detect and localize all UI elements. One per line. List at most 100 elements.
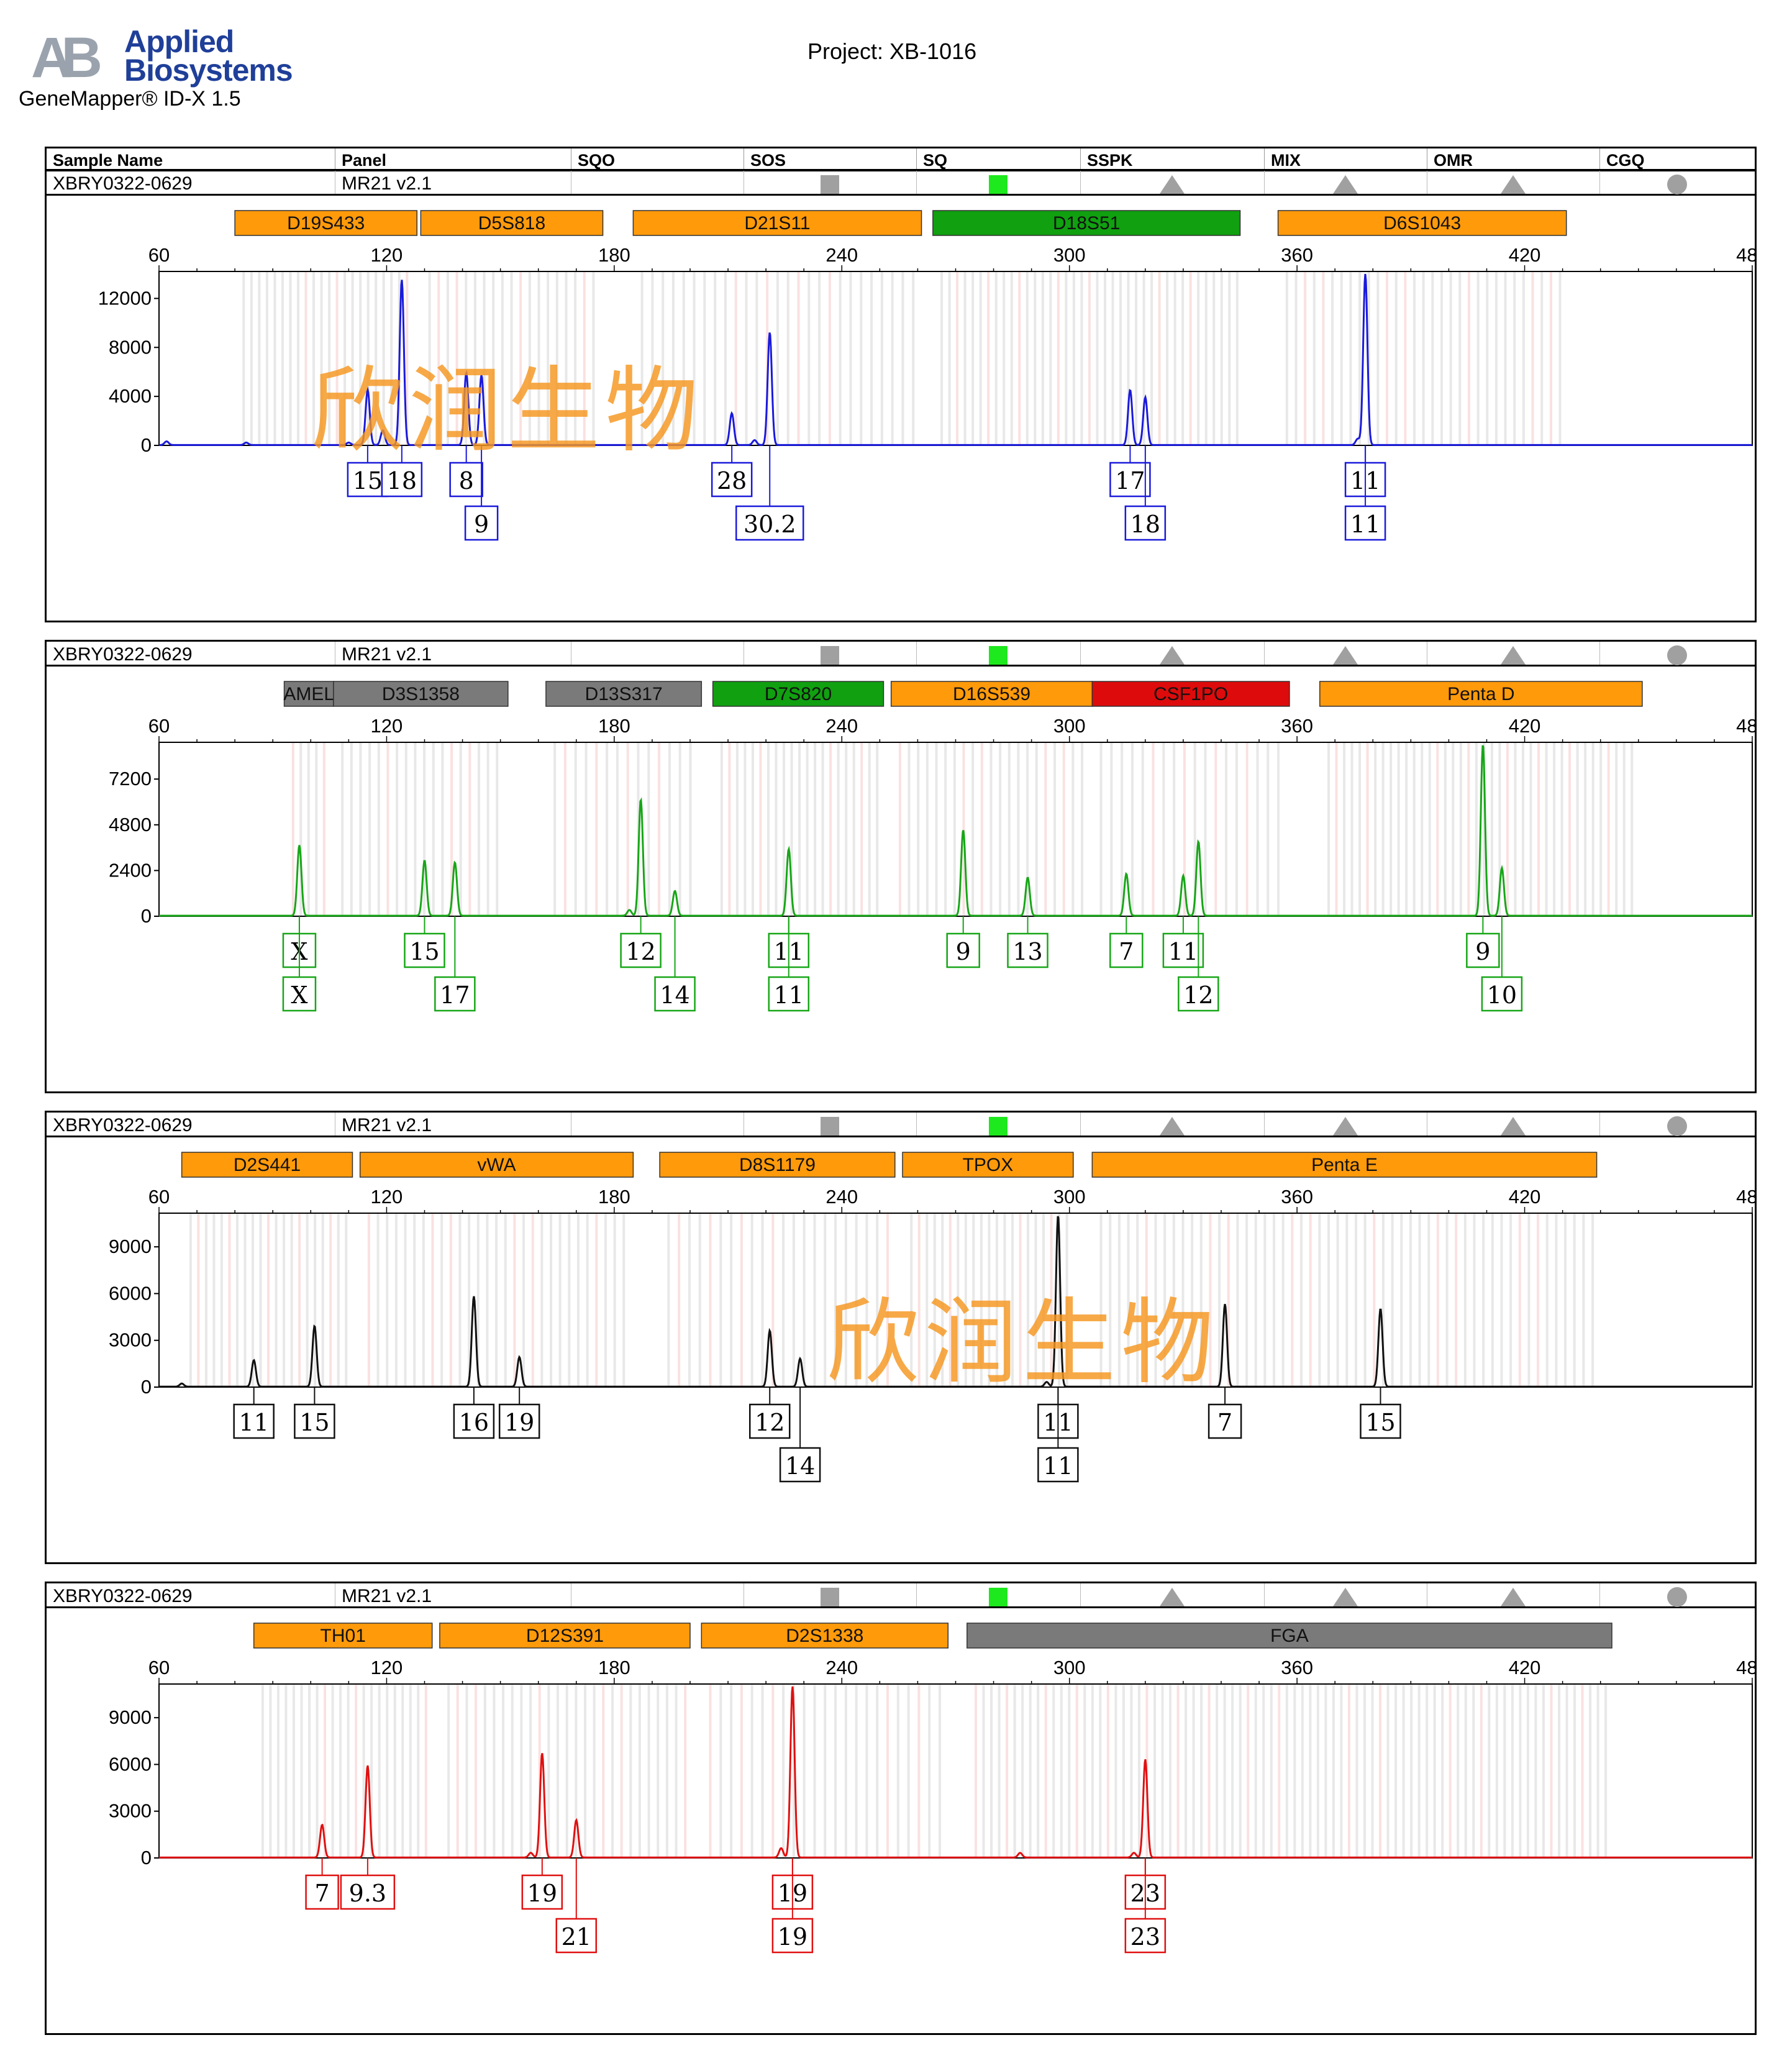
marker-d21s11[interactable]: D21S11 [632,210,922,236]
allele-call-box[interactable]: 8 [449,445,483,498]
allele-call-box[interactable]: 15 [1360,1387,1401,1439]
mix-flag-icon [1333,175,1358,194]
allele-call-box[interactable]: 21 [555,1858,598,1954]
allele-call-box[interactable]: 15 [404,916,445,968]
allele-call-box[interactable]: 12 [620,916,662,968]
allele-call-box[interactable]: 13 [1007,916,1048,968]
x-tick-label: 300 [1053,1186,1086,1208]
allele-call-box[interactable]: 7 [305,1858,339,1910]
allele-call-box[interactable]: 7 [1208,1387,1242,1439]
sample-info-row[interactable]: XBRY0322-0629 MR21 v2.1 [47,1583,1755,1608]
y-tick-label: 4800 [109,814,152,835]
marker-d2s441[interactable]: D2S441 [181,1152,353,1178]
allele-call-box[interactable]: 14 [654,916,696,1012]
marker-tpox[interactable]: TPOX [902,1152,1074,1178]
allele-call-box[interactable]: 10 [1481,916,1523,1012]
marker-csf1po[interactable]: CSF1PO [1091,681,1290,707]
allele-call-box[interactable]: 18 [381,445,423,498]
allele-label: 9.3 [349,1880,386,1907]
allele-call-box[interactable]: 15 [347,445,389,498]
omr-flag-icon [1501,646,1526,665]
quality-cell-sspk [1080,1113,1264,1136]
marker-label: TPOX [963,1155,1014,1175]
marker-d12s391[interactable]: D12S391 [439,1623,691,1649]
quality-cell-cgq [1599,171,1755,194]
allele-call-box[interactable]: 23 [1124,1858,1167,1954]
allele-call-box[interactable]: 17 [1109,445,1151,498]
allele-call-box[interactable]: 11 [1344,445,1386,541]
marker-label: D16S539 [953,684,1030,704]
allele-call-box[interactable]: 15 [294,1387,335,1439]
allele-call-box[interactable]: 11 [1037,1387,1079,1483]
marker-penta-e[interactable]: Penta E [1091,1152,1598,1178]
quality-cell-sos [744,171,916,194]
marker-fga[interactable]: FGA [966,1623,1612,1649]
sample-info-row[interactable]: XBRY0322-0629 MR21 v2.1 [47,171,1755,196]
marker-d7s820[interactable]: D7S820 [712,681,885,707]
sample-panel-4: XBRY0322-0629 MR21 v2.1 TH01 D12S391 D2S1338… [45,1582,1757,2035]
allele-call-box[interactable]: 9 [946,916,980,968]
electropherogram-4: TH01 D12S391 D2S1338 FGA 60 120 180 240 300 360 42… [109,1623,1755,1954]
project-title: Project: XB-1016 [807,39,977,64]
allele-call-box[interactable]: X [282,916,317,1012]
quality-cell-omr [1427,171,1599,194]
dye-trace [159,273,1752,446]
quality-cell-cgq [1599,1113,1755,1136]
electropherogram-2: AMEL D3S1358 D13S317 D7S820 D16S539 CSF1PO Pen… [109,681,1755,1012]
sample-name-cell: XBRY0322-0629 [53,1115,193,1136]
allele-label: 15 [1365,1409,1395,1436]
allele-call-box[interactable]: 16 [453,1387,495,1439]
allele-call-box[interactable]: 14 [779,1387,821,1483]
marker-label: D6S1043 [1383,213,1461,234]
marker-d3s1358[interactable]: D3S1358 [333,681,509,707]
allele-call-box[interactable]: 11 [768,916,810,1012]
allele-label: 30.2 [744,511,796,538]
cgq-flag-icon [1667,1587,1687,1607]
y-tick-label: 6000 [109,1753,152,1775]
y-tick-label: 6000 [109,1282,152,1304]
allele-call-box[interactable]: 17 [434,916,476,1012]
marker-label: D3S1358 [382,684,460,704]
marker-d18s51[interactable]: D18S51 [932,210,1241,236]
marker-amel[interactable]: AMEL [283,681,334,707]
allele-call-box[interactable]: 19 [521,1858,563,1910]
sample-info-row[interactable]: XBRY0322-0629 MR21 v2.1 [47,1113,1755,1137]
marker-d2s1338[interactable]: D2S1338 [701,1623,949,1649]
x-tick-label: 180 [598,1186,630,1208]
marker-label: Penta E [1311,1155,1378,1175]
allele-label: 14 [785,1452,815,1480]
allele-call-box[interactable]: 9.3 [340,1858,396,1910]
x-tick-label: 300 [1053,244,1086,266]
allele-call-box[interactable]: 11 [233,1387,275,1439]
marker-vwa[interactable]: vWA [359,1152,634,1178]
quality-cell-mix [1264,1113,1427,1136]
marker-th01[interactable]: TH01 [253,1623,433,1649]
allele-call-box[interactable]: 30.2 [735,445,804,541]
marker-d8s1179[interactable]: D8S1179 [659,1152,896,1178]
sample-info-row[interactable]: XBRY0322-0629 MR21 v2.1 [47,642,1755,667]
allele-call-box[interactable]: 28 [711,445,753,498]
x-tick-label: 240 [826,1657,858,1678]
allele-call-box[interactable]: 9 [1466,916,1500,968]
allele-call-box[interactable]: 9 [464,445,499,541]
allele-label: 17 [440,981,470,1009]
marker-label: FGA [1270,1626,1309,1646]
marker-d5s818[interactable]: D5S818 [420,210,604,236]
allele-label: 11 [1168,938,1198,965]
allele-call-box[interactable]: 18 [1124,445,1167,541]
allele-call-box[interactable]: 12 [1178,916,1219,1012]
marker-penta-d[interactable]: Penta D [1319,681,1643,707]
allele-bins [291,742,1634,916]
allele-call-box[interactable]: 12 [749,1387,791,1439]
allele-call-box[interactable]: 19 [771,1858,814,1954]
marker-d13s317[interactable]: D13S317 [545,681,703,707]
allele-call-box[interactable]: 7 [1109,916,1144,968]
allele-call-box[interactable]: 19 [498,1387,540,1439]
marker-d6s1043[interactable]: D6S1043 [1277,210,1567,236]
marker-d16s539[interactable]: D16S539 [890,681,1093,707]
x-tick-label: 420 [1509,244,1541,266]
quality-cell-sq [916,1583,1080,1606]
marker-d19s433[interactable]: D19S433 [234,210,418,236]
allele-call-box[interactable]: 11 [1162,916,1204,968]
y-tick-label: 0 [141,1376,152,1398]
